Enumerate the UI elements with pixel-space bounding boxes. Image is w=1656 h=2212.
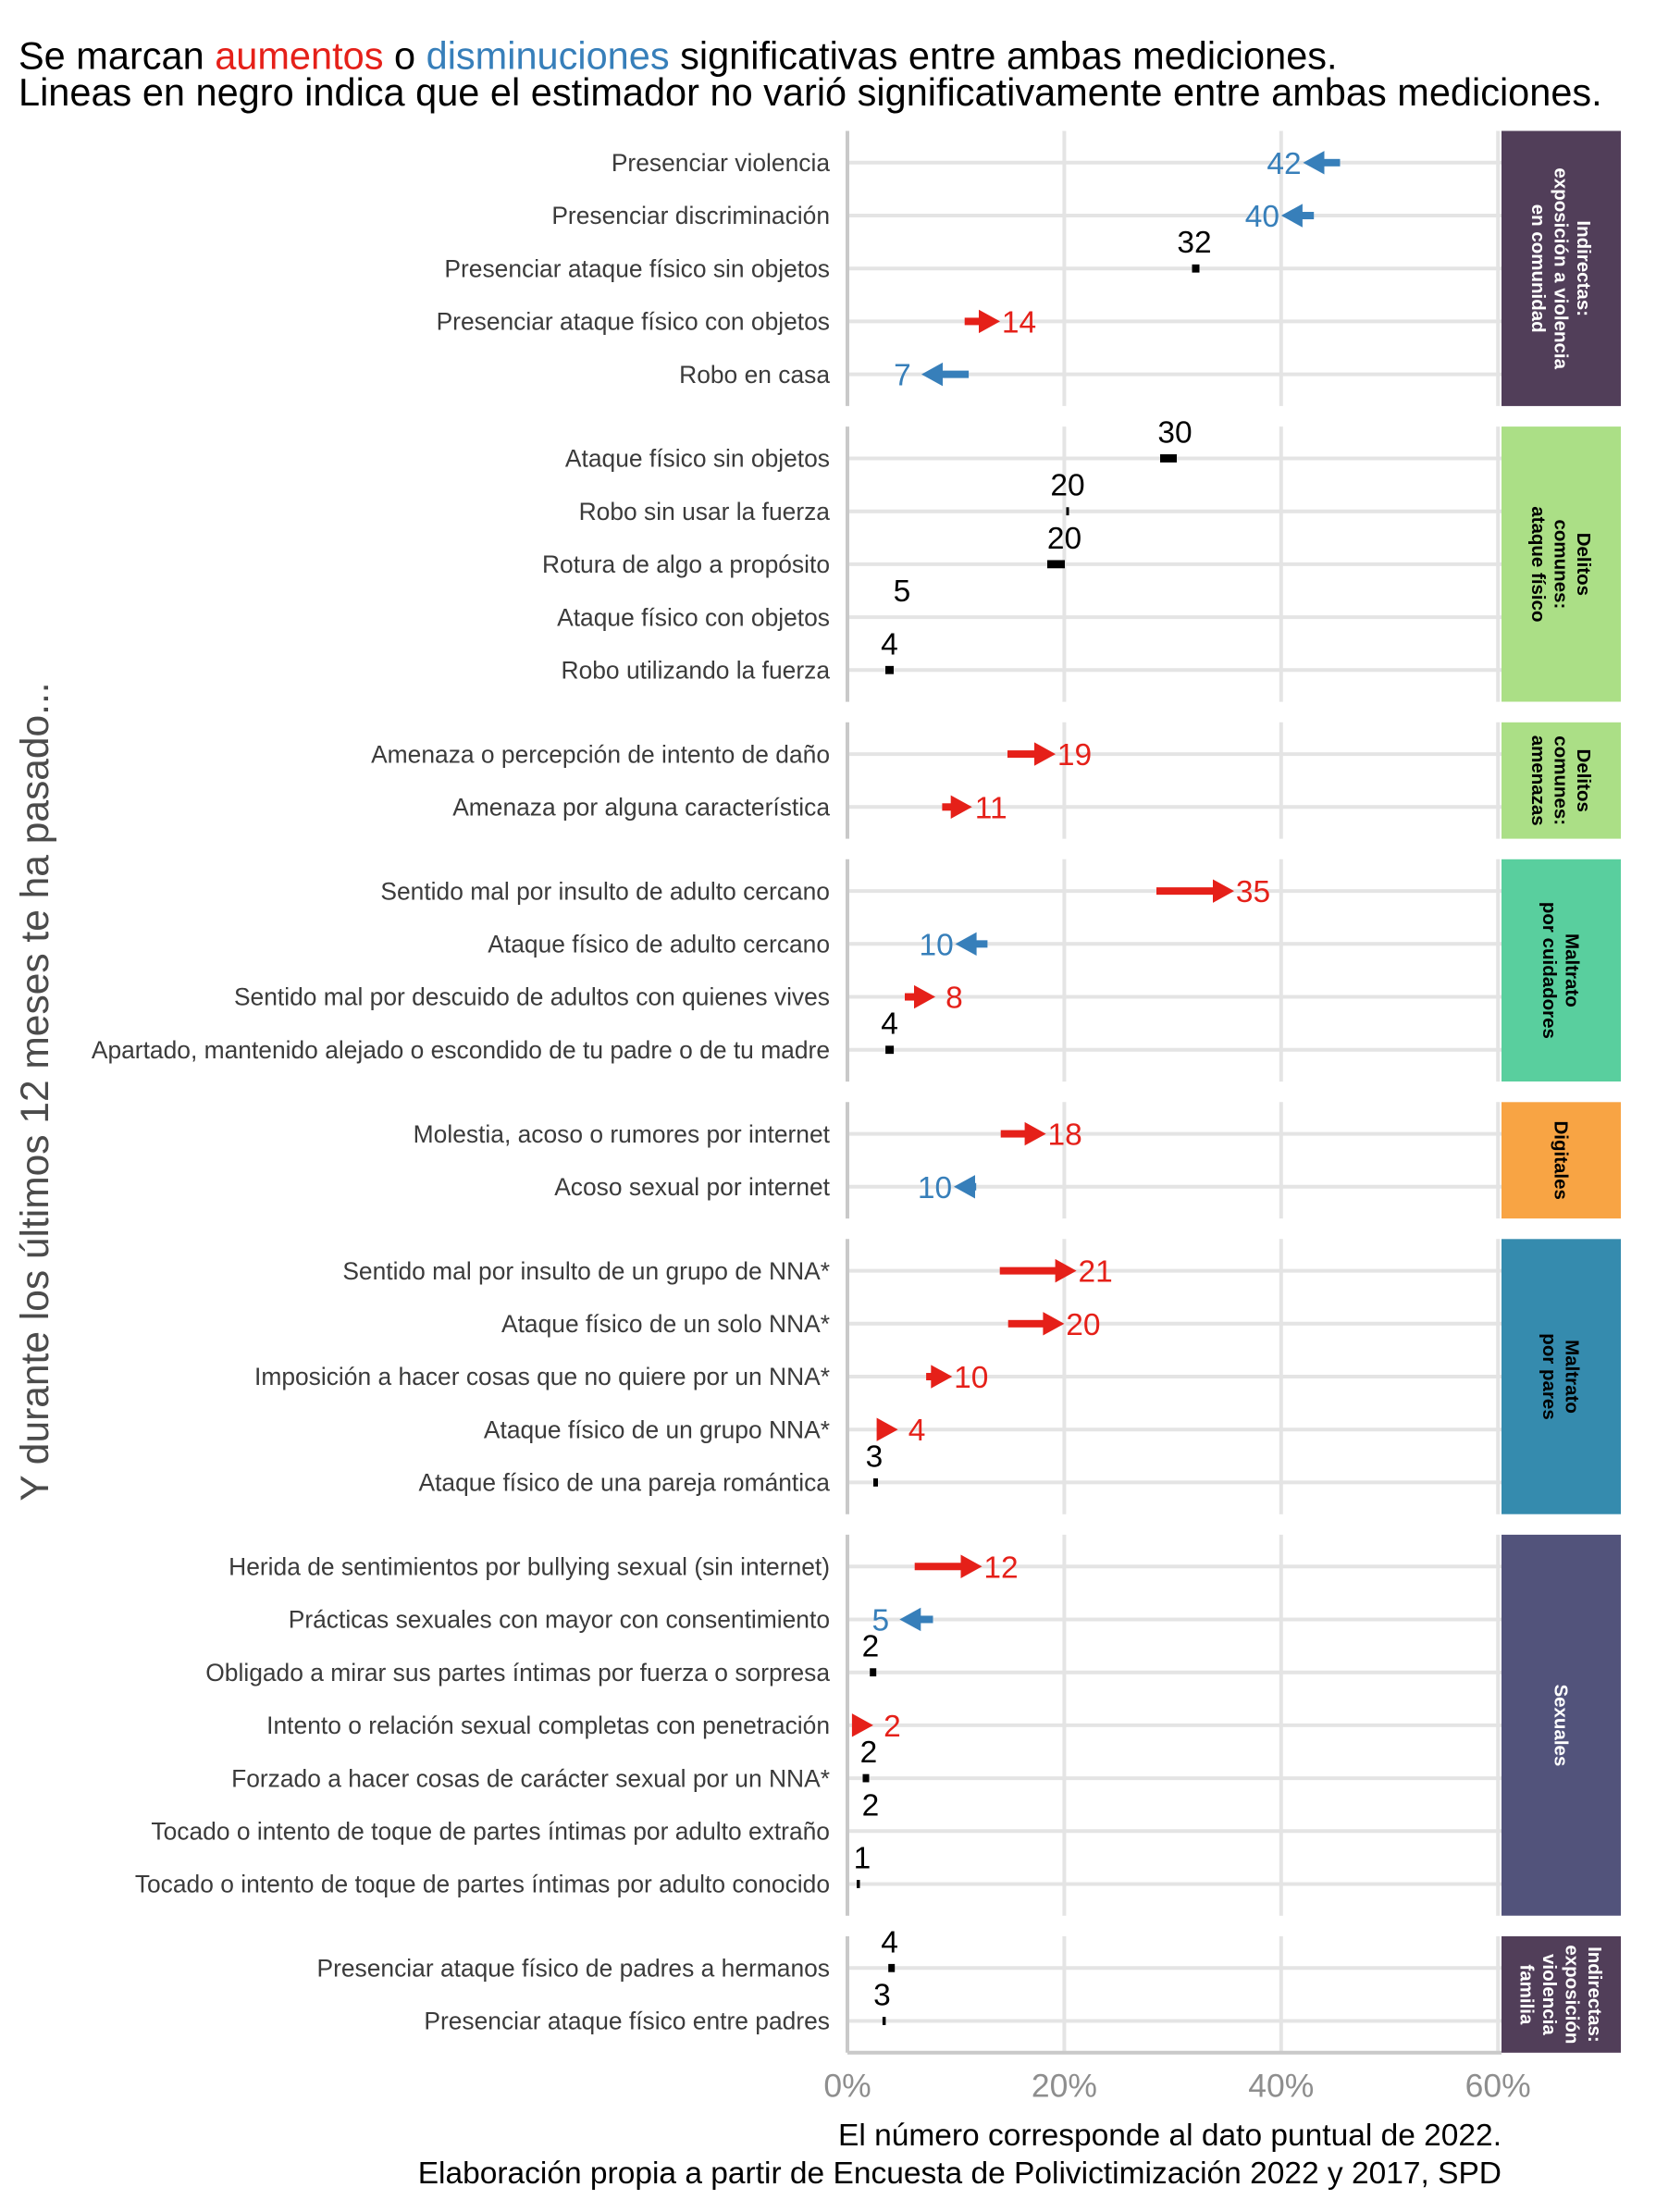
svg-text:3: 3 (873, 1979, 891, 2013)
svg-text:Ataque físico de un solo NNA*: Ataque físico de un solo NNA* (501, 1310, 830, 1338)
svg-text:Sexuales: Sexuales (1550, 1684, 1571, 1766)
svg-text:Ataque físico de adulto cercan: Ataque físico de adulto cercano (488, 931, 830, 958)
svg-text:14: 14 (1002, 305, 1036, 340)
svg-text:Presenciar ataque físico con o: Presenciar ataque físico con objetos (437, 308, 830, 336)
svg-text:Presenciar violencia: Presenciar violencia (612, 149, 830, 177)
svg-text:Delitoscomunes:amenazas: Delitoscomunes:amenazas (1527, 735, 1594, 826)
svg-text:4: 4 (908, 1414, 926, 1448)
svg-text:20%: 20% (1032, 2068, 1097, 2105)
svg-text:Maltratopor cuidadores: Maltratopor cuidadores (1539, 902, 1582, 1039)
svg-text:20: 20 (1047, 522, 1081, 556)
svg-text:El número corresponde al dato: El número corresponde al dato puntual de… (838, 2119, 1502, 2153)
svg-text:Robo en casa: Robo en casa (679, 361, 830, 389)
svg-text:18: 18 (1047, 1118, 1081, 1153)
svg-text:Ataque físico con objetos: Ataque físico con objetos (557, 603, 830, 631)
svg-text:20: 20 (1066, 1308, 1100, 1342)
svg-text:10: 10 (918, 1171, 952, 1205)
svg-text:2: 2 (884, 1710, 901, 1744)
svg-text:Ataque físico sin objetos: Ataque físico sin objetos (565, 445, 830, 473)
svg-text:Sentido mal por insulto de un: Sentido mal por insulto de un grupo de N… (342, 1257, 830, 1285)
svg-text:20: 20 (1050, 469, 1084, 503)
svg-text:Maltratopor pares: Maltratopor pares (1539, 1333, 1582, 1419)
svg-text:4: 4 (881, 1007, 898, 1042)
svg-text:40: 40 (1245, 200, 1279, 234)
svg-text:Tocado o intento de toque de p: Tocado o intento de toque de partes ínti… (135, 1871, 830, 1898)
svg-text:Robo sin usar la fuerza: Robo sin usar la fuerza (579, 498, 831, 525)
svg-text:10: 10 (919, 928, 953, 962)
svg-text:30: 30 (1157, 416, 1192, 451)
svg-text:Presenciar ataque físico de pa: Presenciar ataque físico de padres a her… (316, 1955, 830, 1983)
svg-text:Herida de sentimientos por bul: Herida de sentimientos por bullying sexu… (229, 1553, 830, 1581)
svg-text:3: 3 (866, 1440, 884, 1474)
svg-text:21: 21 (1078, 1255, 1112, 1290)
svg-text:Forzado a hacer cosas de carác: Forzado a hacer cosas de carácter sexual… (231, 1764, 830, 1792)
svg-text:Y durante los últimos 12 meses: Y durante los últimos 12 meses te ha pas… (14, 682, 57, 1501)
svg-text:40%: 40% (1248, 2068, 1314, 2105)
svg-text:60%: 60% (1465, 2068, 1531, 2105)
svg-text:4: 4 (881, 1925, 898, 1959)
svg-text:Elaboración propia a partir de: Elaboración propia a partir de Encuesta … (418, 2156, 1502, 2191)
svg-text:8: 8 (945, 982, 963, 1016)
svg-text:Molestia, acoso o rumores por: Molestia, acoso o rumores por internet (414, 1120, 831, 1148)
svg-text:Robo utilizando la fuerza: Robo utilizando la fuerza (562, 657, 831, 685)
svg-text:Rotura de algo a propósito: Rotura de algo a propósito (542, 550, 830, 578)
svg-text:Ataque físico de una pareja ro: Ataque físico de una pareja romántica (418, 1469, 830, 1497)
svg-text:12: 12 (983, 1551, 1018, 1585)
svg-text:10: 10 (954, 1361, 988, 1395)
svg-text:Apartado, mantenido alejado o: Apartado, mantenido alejado o escondido … (92, 1036, 830, 1064)
svg-text:2: 2 (860, 1736, 878, 1770)
svg-text:Delitoscomunes:ataque físico: Delitoscomunes:ataque físico (1527, 506, 1594, 622)
svg-text:Acoso sexual por internet: Acoso sexual por internet (554, 1173, 830, 1201)
svg-text:Obligado a mirar sus partes ín: Obligado a mirar sus partes íntimas por … (205, 1659, 830, 1687)
svg-text:Presenciar ataque físico sin o: Presenciar ataque físico sin objetos (444, 254, 830, 282)
svg-text:Ataque físico de un grupo NNA*: Ataque físico de un grupo NNA* (484, 1415, 830, 1443)
svg-text:11: 11 (975, 791, 1007, 825)
svg-text:Presenciar discriminación: Presenciar discriminación (551, 202, 830, 229)
svg-text:1: 1 (854, 1842, 871, 1876)
svg-text:Sentido mal por insulto de adu: Sentido mal por insulto de adulto cercan… (380, 877, 830, 905)
svg-text:19: 19 (1057, 738, 1092, 772)
svg-text:Digitales: Digitales (1550, 1120, 1571, 1199)
svg-text:2: 2 (862, 1630, 880, 1664)
svg-text:Indirectas:exposiciónviolencia: Indirectas:exposiciónviolenciafamilia (1516, 1945, 1606, 2044)
svg-text:Se marcan aumentos o disminuci: Se marcan aumentos o disminuciones signi… (19, 34, 1338, 78)
svg-text:2: 2 (862, 1788, 880, 1823)
svg-text:35: 35 (1236, 875, 1270, 909)
svg-text:5: 5 (871, 1604, 889, 1638)
svg-text:Amenaza por alguna característ: Amenaza por alguna característica (452, 794, 830, 822)
svg-text:5: 5 (894, 575, 911, 609)
svg-text:4: 4 (881, 627, 898, 661)
svg-text:Amenaza o percepción de intent: Amenaza o percepción de intento de daño (371, 740, 830, 768)
svg-text:42: 42 (1267, 147, 1301, 181)
svg-text:Presenciar ataque físico entre: Presenciar ataque físico entre padres (424, 2008, 830, 2035)
svg-text:Lineas en negro indica que el: Lineas en negro indica que el estimador … (19, 70, 1602, 114)
svg-text:Indirectas:exposición a violen: Indirectas:exposición a violenciaen comu… (1527, 167, 1594, 369)
svg-text:Tocado o intento de toque de p: Tocado o intento de toque de partes ínti… (151, 1818, 830, 1846)
svg-text:32: 32 (1177, 226, 1211, 260)
svg-text:Sentido mal por descuido de ad: Sentido mal por descuido de adultos con … (234, 983, 830, 1011)
svg-text:Intento o relación sexual comp: Intento o relación sexual completas con … (266, 1712, 830, 1739)
svg-text:Prácticas sexuales con mayor c: Prácticas sexuales con mayor con consent… (289, 1606, 830, 1634)
svg-text:0%: 0% (823, 2068, 871, 2105)
svg-text:7: 7 (894, 359, 911, 393)
svg-text:Imposición a hacer cosas que n: Imposición a hacer cosas que no quiere p… (254, 1363, 830, 1390)
